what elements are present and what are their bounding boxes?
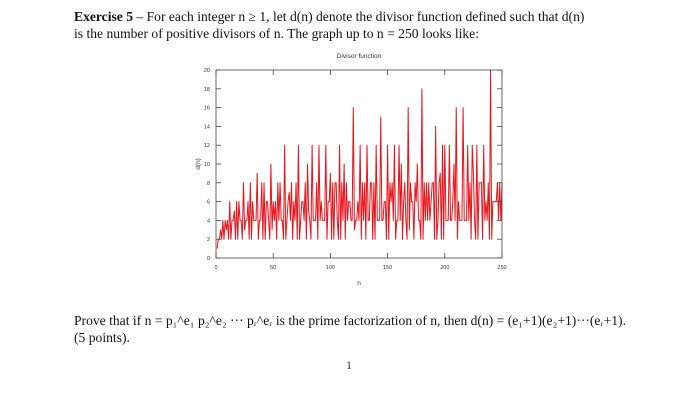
y-tick-label: 10 [204,162,210,168]
y-tick-label: 16 [204,106,210,112]
x-tick-label: 0 [214,265,217,271]
exercise-prove: Prove that if n = p₁^e₁ p₂^e₂ ··· pᵣ^eᵣ … [74,312,626,346]
y-tick-label: 6 [207,200,210,206]
page-number: 1 [346,358,352,372]
y-tick-label: 8 [207,181,210,187]
y-tick-label: 0 [207,256,210,262]
intro-line-1: – For each integer n ≥ 1, let d(n) denot… [133,9,585,24]
x-tick-label: 250 [497,265,506,271]
y-tick-label: 12 [204,143,210,149]
y-tick-label: 18 [204,87,210,93]
x-axis-label: n [357,280,361,287]
y-tick-label: 20 [204,68,210,74]
prove-line-1: Prove that if n = p₁^e₁ p₂^e₂ ··· pᵣ^eᵣ … [74,313,626,328]
y-tick-label: 4 [207,218,210,224]
prove-line-2: (5 points). [74,330,130,345]
exercise-intro: Exercise 5 – For each integer n ≥ 1, let… [74,8,584,42]
x-tick-label: 150 [383,265,392,271]
x-tick-label: 100 [326,265,335,271]
x-tick-label: 50 [270,265,276,271]
divisor-series-line [216,69,503,249]
y-tick-label: 14 [204,124,210,130]
exercise-label: Exercise 5 [74,9,134,24]
chart-title: Divisor function [337,53,382,60]
y-tick-label: 2 [207,237,210,243]
x-tick-label: 200 [440,265,449,271]
y-axis-label: d(n) [195,158,202,170]
intro-line-2: is the number of positive divisors of n.… [74,26,479,41]
